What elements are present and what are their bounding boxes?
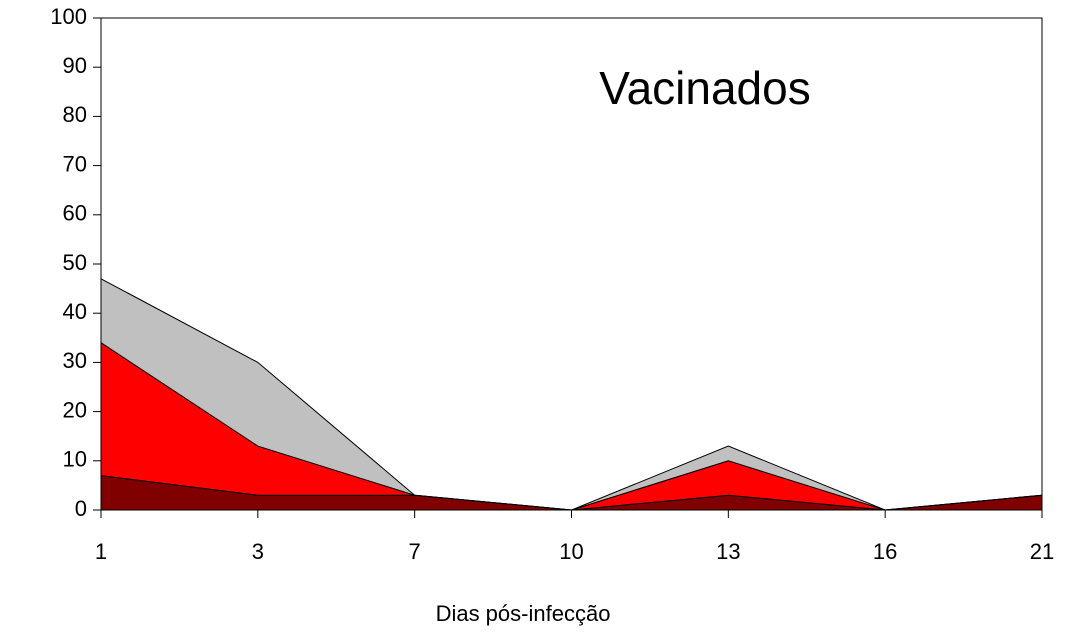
x-tick-label: 13 bbox=[716, 539, 740, 564]
y-tick-label: 50 bbox=[63, 250, 87, 275]
chart-title: Vacinados bbox=[599, 62, 810, 114]
y-tick-label: 70 bbox=[63, 151, 87, 176]
area bbox=[100, 277, 1043, 511]
x-tick-label: 16 bbox=[873, 539, 897, 564]
y-tick-label: 90 bbox=[63, 53, 87, 78]
x-tick-label: 21 bbox=[1030, 539, 1054, 564]
x-tick-label: 3 bbox=[252, 539, 264, 564]
x-tick-label: 1 bbox=[95, 539, 107, 564]
x-axis-label: Dias pós-infecção bbox=[436, 601, 611, 626]
y-tick-label: 60 bbox=[63, 201, 87, 226]
y-tick-label: 30 bbox=[63, 348, 87, 373]
x-tick-label: 7 bbox=[409, 539, 421, 564]
y-tick-label: 80 bbox=[63, 102, 87, 127]
x-tick-label: 10 bbox=[559, 539, 583, 564]
y-tick-label: 40 bbox=[63, 299, 87, 324]
y-tick-label: 100 bbox=[50, 4, 87, 29]
y-tick-label: 20 bbox=[63, 397, 87, 422]
y-tick-label: 10 bbox=[63, 447, 87, 472]
y-tick-label: 0 bbox=[75, 496, 87, 521]
